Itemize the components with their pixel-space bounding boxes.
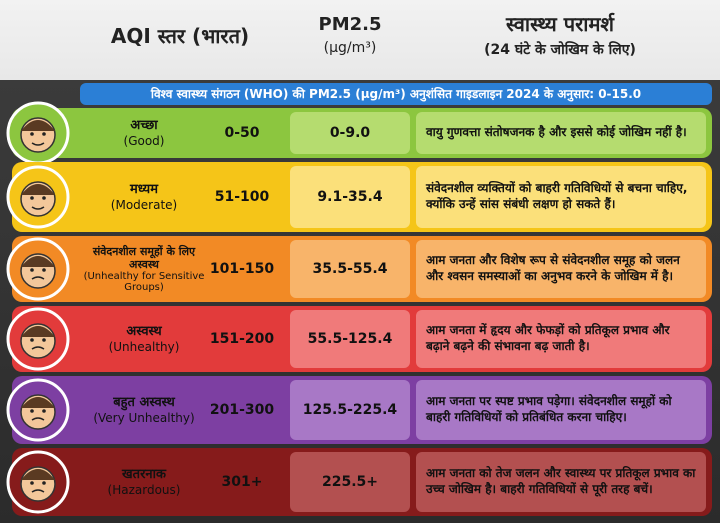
banner: विश्व स्वास्थ्य संगठन (WHO) की PM2.5 (µg… <box>80 83 712 105</box>
aqi-row: अस्वस्थ (Unhealthy) 151-200 55.5-125.4 आम जन… <box>12 306 712 372</box>
level-cell: अस्वस्थ (Unhealthy) <box>80 306 208 372</box>
level-name: संवेदनशील समूहों के लिए अस्वस्थ <box>92 244 196 271</box>
health-advice: आम जनता पर स्पष्ट प्रभाव पड़ेगा। संवेदनश… <box>416 380 706 440</box>
aqi-row: खतरनाक (Hazardous) 301+ 225.5+ आम जनता को ते… <box>12 448 712 516</box>
face-icon <box>6 378 70 442</box>
face-icon <box>6 450 70 514</box>
pm-range: 125.5-225.4 <box>290 380 410 440</box>
level-cell: मध्यम (Moderate) <box>80 162 208 232</box>
pm-range: 55.5-125.4 <box>290 310 410 368</box>
header-advice-sub: (24 घंटे के जोखिम के लिए) <box>484 42 636 58</box>
level-english: (Moderate) <box>110 197 178 212</box>
level-name: खतरनाक <box>122 467 166 483</box>
level-name: मध्यम <box>130 182 158 198</box>
face-icon <box>6 101 70 165</box>
health-advice: आम जनता और विशेष रूप से संवेदनशील समूह क… <box>416 240 706 298</box>
health-advice: वायु गुणवत्ता संतोषजनक है और इससे कोई जो… <box>416 112 706 154</box>
level-english: (Unhealthy) <box>108 339 180 354</box>
health-advice: संवेदनशील व्यक्तियों को बाहरी गतिविधियों… <box>416 166 706 228</box>
header-pm-unit: (µg/m³) <box>323 40 377 56</box>
aqi-range: 301+ <box>221 474 263 490</box>
health-advice: आम जनता में हृदय और फेफड़ों को प्रतिकूल … <box>416 310 706 368</box>
level-english: (Very Unhealthy) <box>93 410 195 425</box>
health-advice: आम जनता को तेज जलन और स्वास्थ्य पर प्रति… <box>416 452 706 512</box>
level-english: (Good) <box>123 133 165 148</box>
level-cell: खतरनाक (Hazardous) <box>80 448 208 516</box>
aqi-row: अच्छा (Good) 0-50 0-9.0 वायु गुणवत्ता संतोषज… <box>12 108 712 158</box>
aqi-row: संवेदनशील समूहों के लिए अस्वस्थ (Unhealth… <box>12 236 712 302</box>
aqi-range: 101-150 <box>209 261 275 277</box>
level-cell: अच्छा (Good) <box>80 108 208 158</box>
face-icon <box>6 165 70 229</box>
aqi-row: मध्यम (Moderate) 51-100 9.1-35.4 संवेदनशील व… <box>12 162 712 232</box>
header-advice: स्वास्थ्य परामर्श <box>505 12 615 36</box>
aqi-range: 151-200 <box>209 331 275 347</box>
level-name: अस्वस्थ <box>126 324 162 340</box>
level-name: अच्छा <box>130 118 158 134</box>
header-aqi: AQI स्तर (भारत) <box>110 24 250 48</box>
face-icon <box>6 307 70 371</box>
level-cell: बहुत अस्वस्थ (Very Unhealthy) <box>80 376 208 444</box>
level-english: (Unhealthy for Sensitive Groups) <box>83 271 205 294</box>
pm-range: 9.1-35.4 <box>290 166 410 228</box>
face-icon <box>6 237 70 301</box>
header-pm: PM2.5 <box>318 14 382 35</box>
pm-range: 225.5+ <box>290 452 410 512</box>
aqi-range: 0-50 <box>224 125 260 141</box>
level-name: बहुत अस्वस्थ <box>113 395 175 411</box>
aqi-row: बहुत अस्वस्थ (Very Unhealthy) 201-300 125.5… <box>12 376 712 444</box>
pm-range: 35.5-55.4 <box>290 240 410 298</box>
aqi-range: 51-100 <box>214 189 270 205</box>
pm-range: 0-9.0 <box>290 112 410 154</box>
level-english: (Hazardous) <box>107 482 181 497</box>
aqi-range: 201-300 <box>209 402 275 418</box>
level-cell: संवेदनशील समूहों के लिए अस्वस्थ (Unhealth… <box>80 236 208 302</box>
